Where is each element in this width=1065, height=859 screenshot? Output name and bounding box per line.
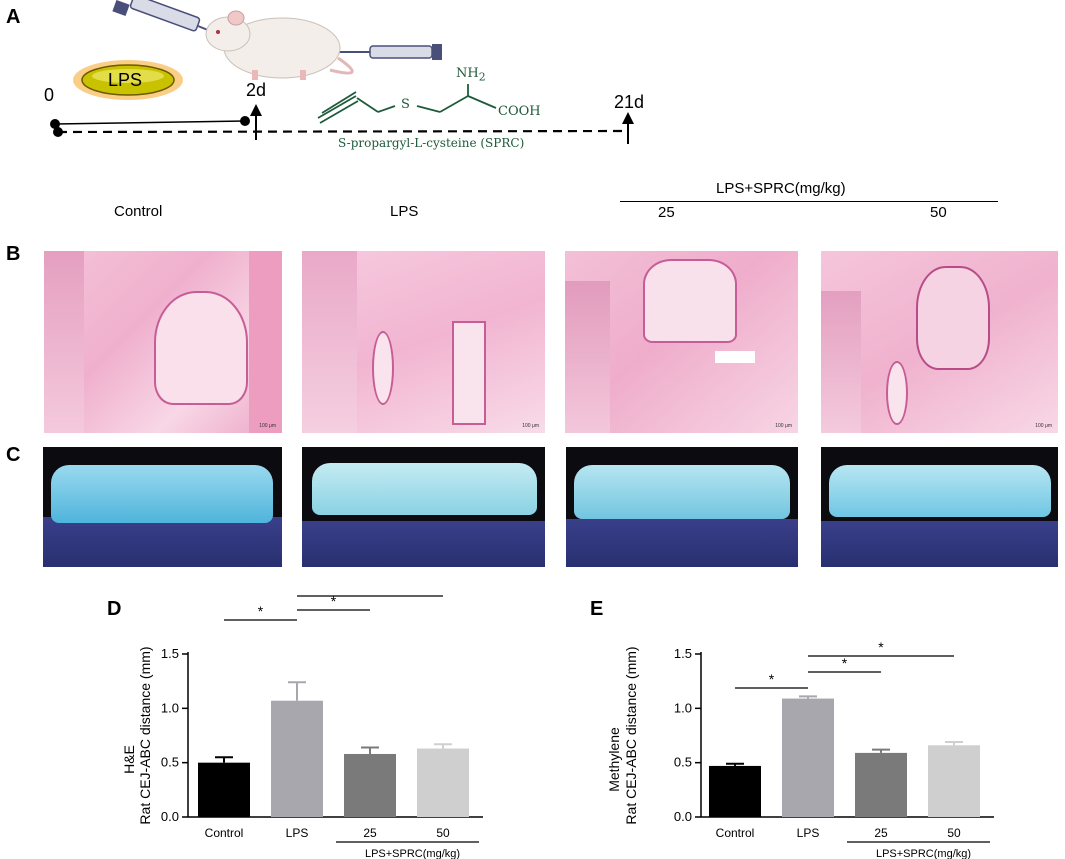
he-image-control: 100 μm bbox=[44, 251, 282, 433]
chart-d-sig-label-1: * bbox=[331, 593, 337, 609]
chart-d-x-tick-label-0: Control bbox=[205, 826, 244, 840]
tooth-image-sprc-50 bbox=[821, 447, 1058, 567]
chart-e-sig-label-2: * bbox=[878, 639, 884, 655]
lps-badge-label: LPS bbox=[108, 70, 143, 90]
group-header-treatment: LPS+SPRC(mg/kg) bbox=[716, 180, 846, 197]
timeline-label-2d: 2d bbox=[246, 80, 267, 100]
chart-e-bar-0 bbox=[709, 765, 761, 817]
group-header-lps: LPS bbox=[390, 203, 419, 220]
chem-nh2-subscript: 2 bbox=[478, 70, 486, 84]
chart-e-y-tick-label: 0.0 bbox=[674, 809, 692, 824]
chart-e-bar-3 bbox=[928, 745, 980, 817]
chart-d-y-axis-title: H&E bbox=[121, 745, 137, 774]
chart-d-y-tick-label: 1.0 bbox=[161, 700, 179, 715]
chart-d-group-label: LPS+SPRC(mg/kg) bbox=[365, 848, 460, 859]
tooth-image-sprc-25 bbox=[566, 447, 798, 567]
panel-label-c: C bbox=[6, 444, 21, 466]
he-image-sprc-25: 100 μm bbox=[565, 251, 798, 433]
timeline-label-21d: 21d bbox=[614, 92, 645, 112]
syringe-icon-left bbox=[112, 0, 233, 41]
panel-label-b: B bbox=[6, 243, 21, 265]
chem-nh2-text: NH bbox=[456, 66, 479, 81]
scale-bar-label-b-sprc-50: 100 μm bbox=[1035, 423, 1052, 429]
tooth-image-control bbox=[43, 447, 282, 567]
scale-bar-label-b-lps: 100 μm bbox=[522, 423, 539, 429]
panel-label-d: D bbox=[107, 598, 122, 620]
chart-d-bar-0 bbox=[198, 762, 250, 817]
group-header-dose-50: 50 bbox=[930, 204, 947, 221]
chart-d-y-tick-label: 0.5 bbox=[161, 755, 179, 770]
chart-e-x-tick-label-0: Control bbox=[716, 826, 755, 840]
chart-d-y-tick-label: 1.5 bbox=[161, 646, 179, 661]
chart-e-sig-label-0: * bbox=[769, 671, 775, 687]
chart-d-bar-1 bbox=[271, 700, 323, 817]
group-header-dose-25: 25 bbox=[658, 204, 675, 221]
compound-name: S-propargyl-L-cysteine (SPRC) bbox=[338, 136, 525, 150]
group-header-control: Control bbox=[114, 203, 163, 220]
chart-d-y-tick-label: 0.0 bbox=[161, 809, 179, 824]
lps-badge bbox=[73, 60, 183, 100]
tooth-image-lps bbox=[302, 447, 545, 567]
rat-icon bbox=[205, 10, 354, 80]
chart-e: 0.0 0.5 1.0 1.5 Rat CEJ-ABC distance (mm)Met… bbox=[606, 639, 994, 859]
syringe-icon-right bbox=[330, 44, 442, 60]
chem-sulfur: S bbox=[401, 97, 410, 112]
chart-e-group-label: LPS+SPRC(mg/kg) bbox=[876, 848, 971, 859]
timeline-schematic bbox=[50, 0, 634, 144]
chart-e-y-tick-label: 1.5 bbox=[674, 646, 692, 661]
chart-d-x-tick-label-3: 50 bbox=[436, 826, 450, 840]
treatment-header-rule bbox=[620, 201, 998, 202]
chart-d-bar-3 bbox=[417, 748, 469, 817]
chart-e-x-tick-label-1: LPS bbox=[797, 826, 820, 840]
scale-bar-label-b-sprc-25: 100 μm bbox=[775, 423, 792, 429]
chart-e-y-tick-label: 1.0 bbox=[674, 700, 692, 715]
chart-e-y-tick-label: 0.5 bbox=[674, 755, 692, 770]
timeline-label-0: 0 bbox=[44, 85, 55, 105]
chart-e-x-tick-label-2: 25 bbox=[874, 826, 888, 840]
chart-e-x-tick-label-3: 50 bbox=[947, 826, 961, 840]
sprc-structure bbox=[317, 84, 497, 124]
he-image-sprc-50: 100 μm bbox=[821, 251, 1058, 433]
chart-d-sig-label-0: * bbox=[258, 603, 264, 619]
chart-e-y-axis-label: Rat CEJ-ABC distance (mm) bbox=[623, 646, 639, 824]
chart-d: 0.0 0.5 1.0 1.5 Rat CEJ-ABC distance (mm)H&E… bbox=[121, 590, 483, 859]
chart-d-x-tick-label-2: 25 bbox=[363, 826, 377, 840]
panel-label-a: A bbox=[6, 6, 21, 28]
chart-d-x-tick-label-1: LPS bbox=[286, 826, 309, 840]
chart-e-y-axis-title: Methylene bbox=[606, 727, 622, 792]
chart-e-sig-label-1: * bbox=[842, 655, 848, 671]
chart-e-bar-2 bbox=[855, 752, 907, 817]
scale-bar-label-b-control: 100 μm bbox=[259, 423, 276, 429]
he-image-lps: 100 μm bbox=[302, 251, 545, 433]
panel-label-e: E bbox=[590, 598, 604, 620]
chart-d-y-axis-label: Rat CEJ-ABC distance (mm) bbox=[137, 646, 153, 824]
chem-cooh: COOH bbox=[498, 104, 541, 119]
chart-d-sig-label-2: * bbox=[367, 590, 373, 595]
chem-nh2: NH2 bbox=[456, 66, 486, 84]
chart-e-bar-1 bbox=[782, 698, 834, 817]
chart-d-bar-2 bbox=[344, 753, 396, 817]
